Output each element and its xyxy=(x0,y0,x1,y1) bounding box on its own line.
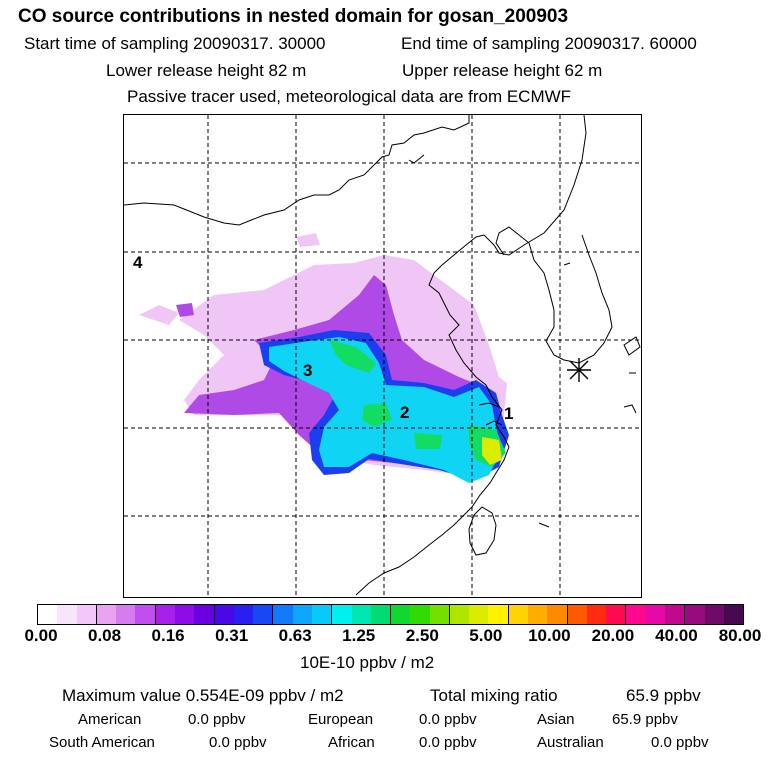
region-label-3: 3 xyxy=(303,361,312,380)
coastlines xyxy=(124,115,641,596)
region-label-4: 4 xyxy=(133,253,143,272)
colorbar-swatch xyxy=(410,605,430,624)
colorbar-swatch xyxy=(645,605,665,624)
colorbar xyxy=(37,604,744,625)
region-name-european: European xyxy=(308,711,374,728)
total-mixing-ratio-label: Total mixing ratio xyxy=(430,686,558,705)
colorbar-swatch xyxy=(135,605,156,624)
region-value-asian: 65.9 ppbv xyxy=(612,711,678,728)
region-value-american: 0.0 ppbv xyxy=(188,711,246,728)
colorbar-swatch xyxy=(253,605,274,624)
region-name-australian: Australian xyxy=(537,734,604,751)
region-name-african: African xyxy=(328,734,375,751)
colorbar-swatch xyxy=(567,605,587,624)
colorbar-swatch xyxy=(508,605,529,624)
colorbar-swatch xyxy=(174,605,195,624)
colorbar-swatch xyxy=(547,605,568,624)
receptor-asterisk-marker xyxy=(567,358,591,382)
colorbar-tick-label: 40.00 xyxy=(655,626,698,645)
colorbar-swatch xyxy=(311,605,333,624)
colorbar-swatch xyxy=(626,605,646,624)
colorbar-swatch xyxy=(332,605,352,624)
colorbar-tick-label: 10.00 xyxy=(528,626,571,645)
region-name-american: American xyxy=(78,711,142,728)
colorbar-unit: 10E-10 ppbv / m2 xyxy=(300,653,435,672)
region-name-asian: Asian xyxy=(537,711,575,728)
start-time: Start time of sampling 20090317. 30000 xyxy=(24,34,326,53)
colorbar-swatch xyxy=(233,605,254,624)
colorbar-swatch xyxy=(96,605,117,624)
colorbar-swatch xyxy=(214,605,234,624)
colorbar-swatch xyxy=(723,605,744,624)
maximum-value: Maximum value 0.554E-09 ppbv / m2 xyxy=(62,686,344,705)
region-value-south-american: 0.0 ppbv xyxy=(209,734,267,751)
total-mixing-ratio-value: 65.9 ppbv xyxy=(626,686,701,705)
colorbar-tick-label: 0.31 xyxy=(215,626,249,645)
colorbar-tick-label: 5.00 xyxy=(469,626,503,645)
colorbar-swatch xyxy=(292,605,312,624)
region-value-african: 0.0 ppbv xyxy=(419,734,477,751)
colorbar-swatch xyxy=(351,605,371,624)
colorbar-tick-label: 1.25 xyxy=(342,626,376,645)
colorbar-swatch xyxy=(391,605,411,624)
colorbar-tick-label: 20.00 xyxy=(591,626,635,645)
end-time: End time of sampling 20090317. 60000 xyxy=(401,34,697,53)
colorbar-swatch xyxy=(76,605,97,624)
colorbar-swatch xyxy=(38,605,58,624)
colorbar-tick-label: 0.63 xyxy=(278,626,312,645)
colorbar-swatch xyxy=(665,605,686,624)
colorbar-tick-label: 0.16 xyxy=(151,626,185,645)
colorbar-swatch xyxy=(273,605,293,624)
colorbar-swatch xyxy=(429,605,450,624)
colorbar-tick-label: 0.08 xyxy=(87,626,122,645)
tracer-note: Passive tracer used, meteorological data… xyxy=(127,87,572,106)
lower-release-height: Lower release height 82 m xyxy=(106,61,307,80)
colorbar-swatch xyxy=(606,605,627,624)
colorbar-swatch xyxy=(116,605,136,624)
region-value-australian: 0.0 ppbv xyxy=(651,734,709,751)
colorbar-tick-label: 2.50 xyxy=(405,626,439,645)
plot-title: CO source contributions in nested domain… xyxy=(18,6,569,27)
plume-yellow-layer xyxy=(482,437,502,465)
lat-lon-grid xyxy=(124,115,641,597)
upper-release-height: Upper release height 62 m xyxy=(402,61,603,80)
colorbar-tick-label: 80.00 xyxy=(718,626,762,645)
colorbar-swatch xyxy=(685,605,705,624)
map-svg: 4 3 2 1 xyxy=(124,115,641,597)
colorbar-swatch xyxy=(528,605,548,624)
region-value-european: 0.0 ppbv xyxy=(419,711,477,728)
colorbar-swatch xyxy=(155,605,175,624)
colorbar-swatch xyxy=(704,605,724,624)
region-label-2: 2 xyxy=(400,403,409,422)
colorbar-swatch xyxy=(488,605,509,624)
map-panel: 4 3 2 1 xyxy=(123,114,642,598)
colorbar-swatch xyxy=(57,605,77,624)
colorbar-swatch xyxy=(586,605,607,624)
region-name-south-american: South American xyxy=(49,734,155,751)
region-label-1: 1 xyxy=(504,404,513,423)
colorbar-tick-label: 0.00 xyxy=(24,626,58,645)
colorbar-swatch xyxy=(449,605,470,624)
colorbar-swatch xyxy=(194,605,215,624)
colorbar-swatch xyxy=(469,605,489,624)
colorbar-swatch xyxy=(370,605,392,624)
